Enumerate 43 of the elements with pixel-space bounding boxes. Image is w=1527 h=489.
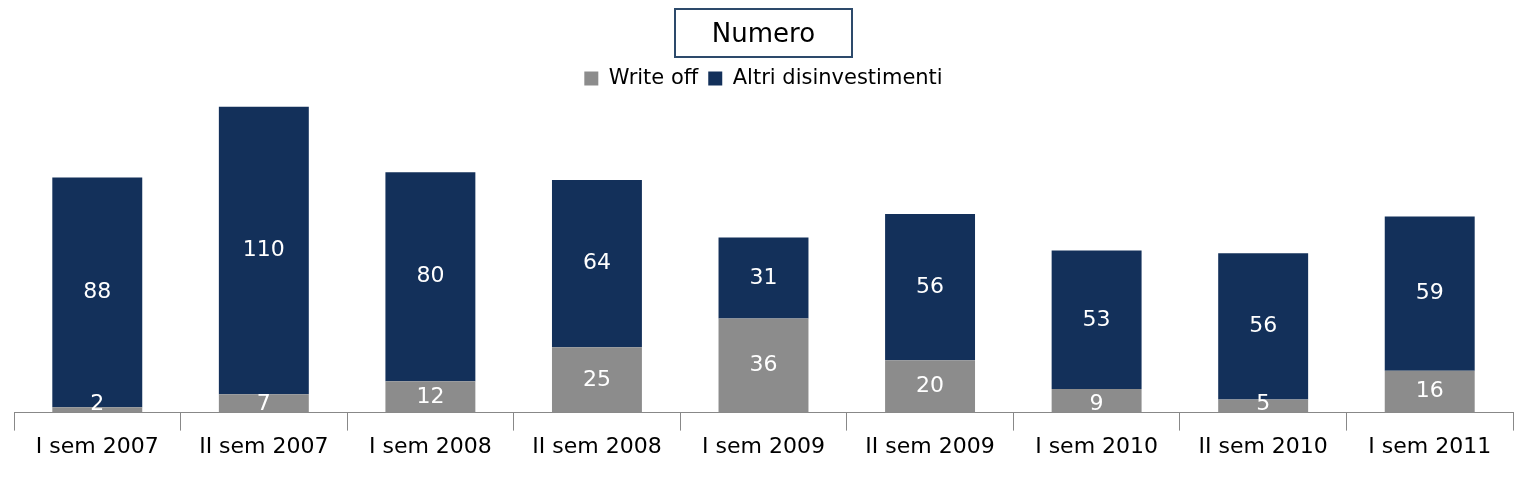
bar: [385, 381, 476, 413]
x-tick-label: II sem 2009: [865, 432, 995, 458]
bar: [385, 172, 476, 382]
x-tick-label: I sem 2011: [1368, 432, 1492, 458]
data-label: 56: [916, 272, 945, 298]
chart-title: Numero: [673, 8, 854, 58]
bar: [218, 394, 309, 413]
data-label: 110: [242, 236, 285, 262]
data-label: 7: [256, 390, 271, 416]
bar: [1384, 216, 1475, 371]
bar: [885, 213, 976, 361]
bar: [1051, 250, 1142, 390]
bar: [885, 360, 976, 413]
data-label: 64: [582, 249, 611, 275]
x-tick-label: II sem 2008: [532, 432, 662, 458]
bar: [718, 237, 809, 319]
x-tick-label: I sem 2007: [35, 432, 159, 458]
bar: [52, 177, 143, 408]
data-label: 20: [916, 372, 945, 398]
data-label: 9: [1089, 390, 1104, 416]
data-label: 31: [749, 263, 778, 289]
bar: [218, 106, 309, 395]
legend-label: Write off: [608, 64, 699, 89]
x-tick-label: I sem 2008: [368, 432, 492, 458]
data-label: 59: [1415, 279, 1444, 305]
bar: [1384, 370, 1475, 413]
x-tick-label: II sem 2010: [1198, 432, 1328, 458]
data-label: 80: [416, 262, 445, 288]
data-label: 36: [749, 351, 778, 377]
x-tick-label: II sem 2007: [199, 432, 329, 458]
data-label: 53: [1082, 305, 1111, 331]
data-label: 88: [83, 278, 112, 304]
bar: [1051, 389, 1142, 413]
data-label: 56: [1249, 312, 1278, 338]
data-label: 12: [416, 382, 445, 408]
data-label: 25: [582, 365, 611, 391]
data-label: 16: [1415, 377, 1444, 403]
x-tick-label: I sem 2010: [1035, 432, 1159, 458]
legend-label: Altri disinvestimenti: [732, 64, 943, 89]
bar: [551, 347, 642, 413]
x-tick-label: I sem 2009: [702, 432, 825, 458]
bar: [551, 180, 642, 348]
bar: [718, 318, 809, 413]
